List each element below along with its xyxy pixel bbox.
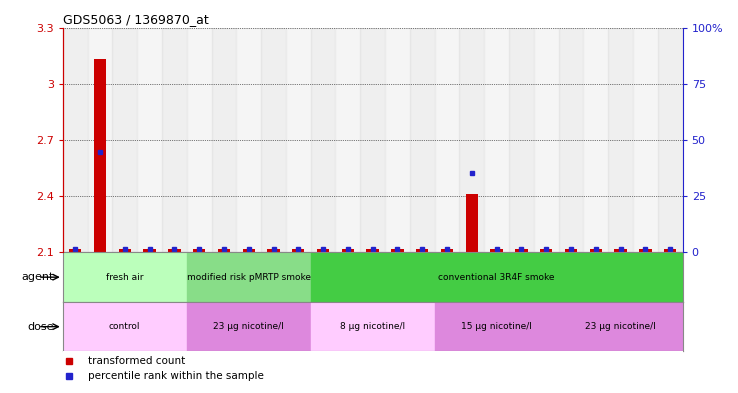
Bar (187, 302, 311, 351)
Text: transformed count: transformed count (88, 356, 184, 366)
Bar (435, 302, 559, 351)
Bar (584, 28, 608, 252)
Bar (540, 249, 553, 252)
Text: dose: dose (27, 321, 53, 332)
Bar (664, 249, 677, 252)
Bar (63, 302, 187, 351)
Bar (466, 194, 478, 252)
Bar (608, 28, 633, 252)
Text: GDS5063 / 1369870_at: GDS5063 / 1369870_at (63, 13, 208, 26)
Text: 23 μg nicotine/l: 23 μg nicotine/l (585, 322, 656, 331)
Bar (360, 28, 385, 252)
Bar (391, 249, 404, 252)
Text: fresh air: fresh air (106, 273, 143, 282)
Bar (336, 28, 360, 252)
Bar (342, 249, 354, 252)
Bar (367, 249, 379, 252)
Bar (168, 249, 181, 252)
Bar (385, 28, 410, 252)
Bar (559, 302, 683, 351)
Bar (88, 28, 112, 252)
Text: agent: agent (21, 272, 53, 282)
Text: modified risk pMRTP smoke: modified risk pMRTP smoke (187, 273, 311, 282)
Bar (658, 28, 683, 252)
Bar (410, 28, 435, 252)
Bar (187, 28, 212, 252)
Bar (515, 249, 528, 252)
Bar (119, 249, 131, 252)
Text: percentile rank within the sample: percentile rank within the sample (88, 371, 263, 381)
Bar (243, 249, 255, 252)
Bar (63, 252, 187, 302)
Bar (559, 28, 584, 252)
Bar (218, 249, 230, 252)
Bar (261, 28, 286, 252)
Bar (143, 249, 156, 252)
Bar (460, 28, 484, 252)
Bar (187, 252, 311, 302)
Bar (311, 28, 336, 252)
Bar (212, 28, 236, 252)
Bar (286, 28, 311, 252)
Bar (267, 249, 280, 252)
Bar (69, 249, 81, 252)
Bar (94, 59, 106, 252)
Bar (435, 28, 460, 252)
Bar (236, 28, 261, 252)
Text: conventional 3R4F smoke: conventional 3R4F smoke (438, 273, 555, 282)
Bar (193, 249, 205, 252)
Bar (311, 252, 683, 302)
Bar (162, 28, 187, 252)
Bar (441, 249, 453, 252)
Bar (565, 249, 577, 252)
Text: 8 μg nicotine/l: 8 μg nicotine/l (340, 322, 405, 331)
Text: 15 μg nicotine/l: 15 μg nicotine/l (461, 322, 532, 331)
Bar (590, 249, 602, 252)
Bar (311, 302, 435, 351)
Bar (63, 28, 88, 252)
Bar (484, 28, 509, 252)
Text: 23 μg nicotine/l: 23 μg nicotine/l (213, 322, 284, 331)
Bar (615, 249, 627, 252)
Bar (292, 249, 305, 252)
Bar (137, 28, 162, 252)
Bar (416, 249, 429, 252)
Bar (633, 28, 658, 252)
Bar (112, 28, 137, 252)
Bar (639, 249, 652, 252)
Text: control: control (109, 322, 140, 331)
Bar (534, 28, 559, 252)
Bar (317, 249, 329, 252)
Bar (509, 28, 534, 252)
Bar (491, 249, 503, 252)
